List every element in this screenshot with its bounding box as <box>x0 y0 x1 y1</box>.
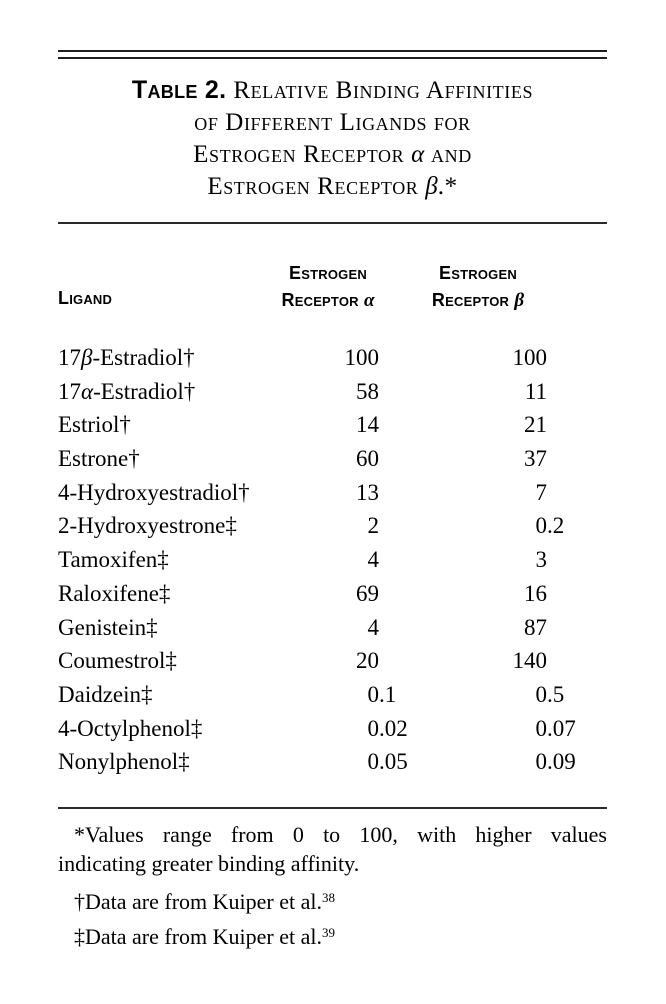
value-fraction-part: .5 <box>547 681 565 707</box>
value-integer-part: 3 <box>535 547 548 573</box>
value-fraction-part: .05 <box>379 749 408 775</box>
value-integer-part: 69 <box>356 580 379 606</box>
value-integer-part: 7 <box>535 479 548 505</box>
footnote-dagger-text: Data are from Kuiper et al. <box>85 889 322 914</box>
ligand-cell: Genistein‡ <box>58 614 158 640</box>
title-line-3: Estrogen Receptor α and <box>193 141 472 168</box>
table-row: Coumestrol‡ 20 140 <box>0 644 666 678</box>
value-integer-part: 11 <box>524 378 547 404</box>
value-integer-part: 87 <box>524 614 547 640</box>
value-integer-part: 37 <box>524 446 547 472</box>
reference-number-39: 39 <box>322 925 335 940</box>
ligand-cell: 4-Octylphenol‡ <box>58 715 203 741</box>
ligand-cell: 17α-Estradiol† <box>58 378 196 404</box>
table-row: 2-Hydroxyestrone‡ 2 0.2 <box>0 509 666 543</box>
value-integer-part: 4 <box>367 547 380 573</box>
value-fraction-part: .1 <box>379 681 397 707</box>
greek-letter: α <box>363 290 375 311</box>
table-title: Table 2. Relative Binding Affinities of D… <box>58 74 607 203</box>
column-header-receptor-alpha-line1: Estrogen <box>289 263 367 283</box>
footnote-asterisk: *Values range from 0 to 100, with higher… <box>58 820 607 878</box>
value-integer-part: 0 <box>367 749 380 775</box>
value-integer-part: 0 <box>535 513 548 539</box>
value-integer-part: 0 <box>535 749 548 775</box>
table-row: Nonylphenol‡ 0.05 0.09 <box>0 745 666 779</box>
value-integer-part: 0 <box>367 681 380 707</box>
column-header-receptor-beta: Estrogen Receptor β <box>388 260 568 314</box>
table-row: 4-Hydroxyestradiol† 13 7 <box>0 476 666 510</box>
footnote-double-dagger: ‡Data are from Kuiper et al.39 <box>58 918 607 951</box>
value-integer-part: 14 <box>356 412 379 438</box>
footnote-double-dagger-text: Data are from Kuiper et al. <box>85 924 322 949</box>
table-row: Tamoxifen‡ 4 3 <box>0 543 666 577</box>
title-line-4: Estrogen Receptor β.* <box>207 173 458 200</box>
top-double-rule-line2 <box>58 57 607 59</box>
ligand-cell: Tamoxifen‡ <box>58 547 169 573</box>
ligand-cell: Nonylphenol‡ <box>58 749 190 775</box>
value-integer-part: 21 <box>524 412 547 438</box>
value-fraction-part: .07 <box>547 715 576 741</box>
top-double-rule-line1 <box>58 50 607 52</box>
title-line-2: of Different Ligands for <box>194 109 471 136</box>
ligand-cell: Estriol† <box>58 412 131 438</box>
reference-number-38: 38 <box>322 890 335 905</box>
header-top-rule <box>58 222 607 224</box>
table-number-label: Table 2. <box>131 76 227 104</box>
value-integer-part: 58 <box>356 378 379 404</box>
greek-letter: α <box>411 141 425 168</box>
table-row: 17β-Estradiol† 100 100 <box>0 341 666 375</box>
value-integer-part: 4 <box>367 614 380 640</box>
table-row: 17α-Estradiol† 58 11 <box>0 375 666 409</box>
column-header-receptor-alpha-line2: Receptor α <box>281 290 375 311</box>
value-integer-part: 2 <box>367 513 380 539</box>
ligand-cell: 2-Hydroxyestrone‡ <box>58 513 237 539</box>
table-bottom-rule <box>58 807 607 809</box>
greek-letter: β <box>81 345 93 370</box>
double-dagger-symbol: ‡ <box>74 924 85 949</box>
table-row: Estriol† 14 21 <box>0 408 666 442</box>
value-integer-part: 140 <box>512 648 548 674</box>
value-integer-part: 16 <box>524 580 547 606</box>
table-row: 4-Octylphenol‡ 0.02 0.07 <box>0 712 666 746</box>
table-row: Genistein‡ 4 87 <box>0 611 666 645</box>
table-row: Estrone† 60 37 <box>0 442 666 476</box>
value-integer-part: 13 <box>356 479 379 505</box>
ligand-cell: Estrone† <box>58 446 140 472</box>
ligand-cell: 17β-Estradiol† <box>58 345 195 370</box>
greek-letter: β <box>425 173 438 200</box>
footnote-asterisk-line2: indicating greater binding affinity. <box>58 851 360 876</box>
value-integer-part: 100 <box>512 345 548 370</box>
value-integer-part: 0 <box>535 681 548 707</box>
ligand-cell: Coumestrol‡ <box>58 648 177 674</box>
value-integer-part: 0 <box>535 715 548 741</box>
ligand-cell: Daidzein‡ <box>58 681 153 707</box>
footnote-asterisk-line1: *Values range from 0 to 100, with higher… <box>58 820 607 849</box>
value-integer-part: 20 <box>356 648 379 674</box>
footnote-asterisk-line1-text: Values range from 0 to 100, with higher … <box>85 822 607 847</box>
column-header-receptor-beta-line2: Receptor β <box>431 290 525 311</box>
value-fraction-part: .09 <box>547 749 576 775</box>
value-integer-part: 60 <box>356 446 379 472</box>
value-integer-part: 100 <box>344 345 380 370</box>
dagger-symbol: † <box>74 889 85 914</box>
asterisk-symbol: * <box>74 822 85 847</box>
title-line-1-text: Relative Binding Affinities <box>233 77 534 104</box>
ligand-cell: 4-Hydroxyestradiol† <box>58 479 250 505</box>
greek-letter: α <box>81 378 94 404</box>
column-header-receptor-beta-line1: Estrogen <box>439 263 517 283</box>
table-row: Raloxifene‡ 69 16 <box>0 577 666 611</box>
value-fraction-part: .2 <box>547 513 565 539</box>
value-fraction-part: .02 <box>379 715 408 741</box>
table-rows: 17β-Estradiol† 100 100 17α-Estradiol† 58… <box>0 341 666 779</box>
table-row: Daidzein‡ 0.1 0.5 <box>0 678 666 712</box>
column-header-receptor-alpha: Estrogen Receptor α <box>238 260 418 314</box>
column-header-ligand: Ligand <box>58 288 113 308</box>
value-integer-part: 0 <box>367 715 380 741</box>
title-line-1: Table 2. Relative Binding Affinities <box>58 74 607 107</box>
ligand-cell: Raloxifene‡ <box>58 580 171 606</box>
greek-letter: β <box>514 290 525 311</box>
footnote-dagger: †Data are from Kuiper et al.38 <box>58 883 607 916</box>
